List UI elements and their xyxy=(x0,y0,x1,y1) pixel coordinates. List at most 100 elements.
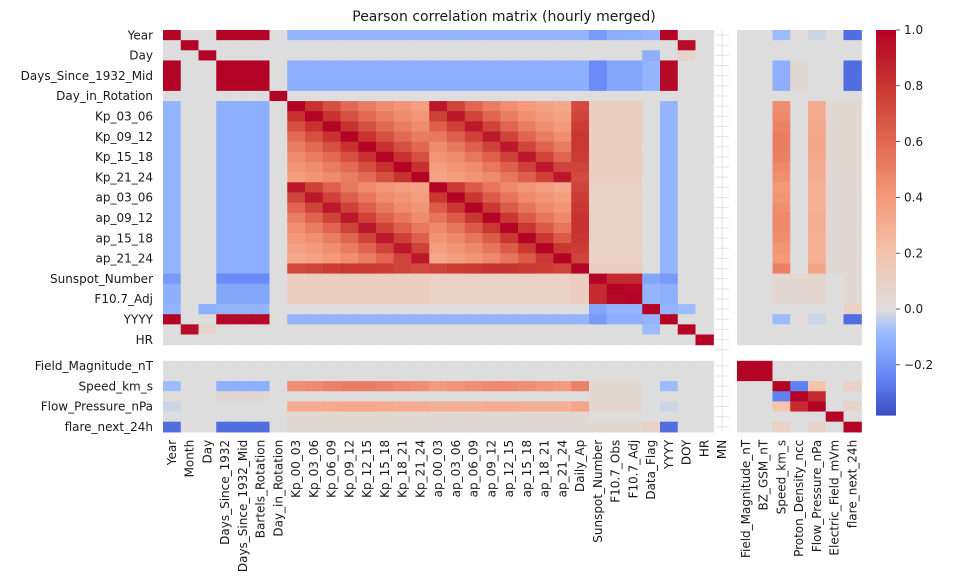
heatmap-cell xyxy=(695,60,714,72)
colorbar-segment xyxy=(876,378,896,382)
heatmap-cell xyxy=(660,411,679,423)
heatmap-cell xyxy=(198,182,217,193)
heatmap-cell xyxy=(677,90,697,102)
heatmap-cell xyxy=(358,370,377,382)
heatmap-cell xyxy=(660,304,679,315)
heatmap-cell xyxy=(677,381,697,392)
heatmap-cell xyxy=(163,401,182,413)
heatmap-cell xyxy=(571,70,590,82)
heatmap-cell xyxy=(754,360,774,372)
heatmap-cell xyxy=(500,391,519,402)
heatmap-cell xyxy=(305,243,324,254)
heatmap-cell xyxy=(376,202,395,214)
heatmap-cell xyxy=(269,121,288,133)
heatmap-cell xyxy=(216,233,235,244)
heatmap-cell xyxy=(198,233,217,244)
heatmap-cell xyxy=(447,131,466,143)
heatmap-cell xyxy=(754,40,774,51)
colorbar-segment xyxy=(876,34,896,38)
heatmap-cell xyxy=(198,293,217,305)
colorbar-segment xyxy=(876,126,896,130)
heatmap-cell xyxy=(790,121,809,133)
colorbar-segment xyxy=(876,82,896,86)
colorbar-segment xyxy=(876,321,896,325)
heatmap-cell xyxy=(518,222,537,234)
heatmap-cell xyxy=(518,314,537,325)
heatmap-cell xyxy=(180,233,200,244)
heatmap-cell xyxy=(234,182,253,193)
column-label: Kp_09_12 xyxy=(342,440,356,498)
heatmap-cell xyxy=(393,151,413,163)
heatmap-cell xyxy=(660,60,679,72)
heatmap-cell xyxy=(163,40,182,51)
heatmap-cell xyxy=(553,141,572,153)
heatmap-cell xyxy=(322,161,342,173)
heatmap-cell xyxy=(411,90,430,102)
heatmap-cell xyxy=(808,314,827,325)
heatmap-cell xyxy=(163,111,182,122)
heatmap-cell xyxy=(825,30,845,41)
heatmap-cell xyxy=(790,141,809,153)
heatmap-cell xyxy=(393,141,413,153)
heatmap-cell xyxy=(535,401,555,413)
heatmap-cell xyxy=(358,111,377,122)
heatmap-cell xyxy=(482,243,501,254)
heatmap-cell xyxy=(790,40,809,51)
heatmap-cell xyxy=(624,161,643,173)
heatmap-cell xyxy=(198,161,217,173)
heatmap-cell xyxy=(535,161,555,173)
heatmap-cell xyxy=(589,391,608,402)
colorbar-segment xyxy=(876,220,896,224)
heatmap-cell xyxy=(535,30,555,41)
heatmap-cell xyxy=(589,243,608,254)
heatmap-cell xyxy=(376,161,395,173)
heatmap-cell xyxy=(429,182,448,193)
heatmap-cell xyxy=(606,172,626,183)
colorbar-segment xyxy=(876,256,896,260)
heatmap-cell xyxy=(180,411,200,423)
heatmap-cell xyxy=(589,30,608,41)
heatmap-cell xyxy=(571,202,590,214)
heatmap-cell xyxy=(589,151,608,163)
heatmap-cell xyxy=(808,391,827,402)
heatmap-cell xyxy=(808,304,827,315)
heatmap-cell xyxy=(843,111,862,122)
heatmap-cell xyxy=(340,283,359,295)
heatmap-cell xyxy=(589,381,608,392)
heatmap-cell xyxy=(464,172,484,183)
heatmap-cell xyxy=(790,172,809,183)
heatmap-cell xyxy=(198,334,217,346)
heatmap-cell xyxy=(376,381,395,392)
heatmap-cell xyxy=(535,141,555,153)
heatmap-cell xyxy=(642,304,661,315)
heatmap-cell xyxy=(737,40,756,51)
heatmap-cell xyxy=(772,401,791,413)
heatmap-cell xyxy=(482,121,501,133)
heatmap-cell xyxy=(269,90,288,102)
heatmap-cell xyxy=(340,161,359,173)
heatmap-cell xyxy=(553,370,572,382)
heatmap-cell xyxy=(500,411,519,423)
heatmap-cell xyxy=(393,381,413,392)
heatmap-cell xyxy=(754,381,774,392)
heatmap-cell xyxy=(695,324,714,336)
heatmap-cell xyxy=(790,30,809,41)
heatmap-cell xyxy=(737,381,756,392)
heatmap-cell xyxy=(287,253,306,265)
heatmap-cell xyxy=(234,401,253,413)
heatmap-cell xyxy=(287,131,306,143)
heatmap-cell xyxy=(737,314,756,325)
column-label: ap_00_03 xyxy=(431,440,445,498)
heatmap-cell xyxy=(553,90,572,102)
colorbar-segment xyxy=(876,37,896,41)
heatmap-cell xyxy=(251,334,271,346)
heatmap-cell xyxy=(411,314,430,325)
heatmap-cell xyxy=(790,161,809,173)
heatmap-cell xyxy=(500,360,519,372)
heatmap-cell xyxy=(216,80,235,92)
colorbar-segment xyxy=(876,270,896,274)
heatmap-cell xyxy=(340,182,359,193)
heatmap-cell xyxy=(287,370,306,382)
heatmap-cell xyxy=(376,391,395,402)
heatmap-cell xyxy=(464,182,484,193)
